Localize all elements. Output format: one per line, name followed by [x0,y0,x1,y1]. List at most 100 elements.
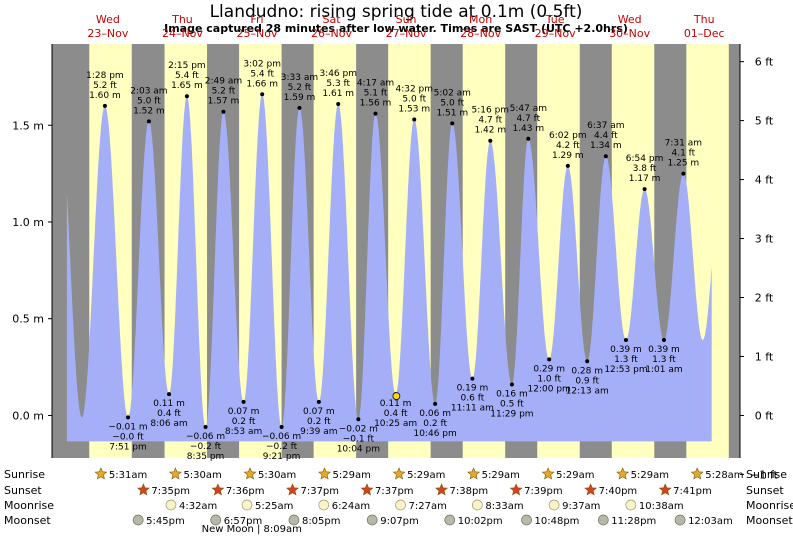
sunrise-time: 5:30am [258,470,296,481]
low-tide-label: 10:04 pm [337,444,380,454]
right-tick-label: 5 ft [755,115,774,128]
day-date-label: 30–Nov [609,27,650,40]
sunrise-icon [243,467,257,480]
low-tide-point [279,425,284,430]
sunset-time: 7:39pm [524,486,563,497]
high-tide-label: 5:16 pm [472,106,510,116]
low-tide-label: 12:53 pm [604,365,647,375]
high-tide-label: 1.65 m [171,81,203,91]
moonrise-row-label-right: Moonrise [746,499,793,512]
low-tide-label: 0.2 ft [423,419,447,429]
moonrise-icon [625,499,637,511]
high-tide-label: 5:47 am [510,104,547,114]
high-tide-label: 5.3 ft [326,79,350,89]
high-tide-label: 4.2 ft [556,141,580,151]
sunset-icon [136,483,150,496]
low-tide-label: −0.06 m [186,432,225,442]
moonset-time: 9:07pm [380,516,419,527]
low-tide-point [547,357,552,362]
low-tide-label: 0.39 m [610,345,642,355]
moonset-icon [521,514,532,526]
moonset-icon [366,514,378,526]
low-tide-label: 0.5 ft [500,399,524,409]
high-tide-label: 4.7 ft [516,114,540,124]
low-tide-label: 10:46 pm [413,429,456,439]
low-tide-label: 0.19 m [457,384,489,394]
high-tide-label: 3:02 pm [243,59,281,69]
sunrise-time: 5:29am [556,470,594,481]
day-labels: Wed23–NovThu24–NovFri25–NovSat26–NovSun2… [87,13,724,40]
high-tide-point [297,105,302,110]
low-tide-point [167,392,172,397]
moonset-row-label-left: Moonset [4,514,51,527]
low-tide-point [433,401,438,406]
day-name-label: Wed [618,13,642,26]
high-tide-label: 1.66 m [246,79,278,89]
low-tide-point [316,399,321,404]
left-tick-label: 0.5 m [12,313,44,326]
tide-area [66,94,712,442]
low-tide-label: 0.2 ft [307,417,331,427]
tide-extremes: 1:28 pm5.2 ft1.60 m−0.01 m−0.0 ft7:51 pm… [86,59,702,462]
day-name-label: Mon [469,13,492,26]
low-tide-label: 0.06 m [419,409,451,419]
high-tide-label: 5.0 ft [402,94,426,104]
sunset-time: 7:36pm [226,486,265,497]
high-tide-point [603,154,608,159]
low-tide-point [470,376,475,381]
day-name-label: Thu [171,13,193,26]
low-tide-label: 1:01 am [645,365,682,375]
sunrise-time: 5:29am [482,470,520,481]
low-tide-label: 0.16 m [496,389,528,399]
sunset-icon [211,483,225,496]
high-tide-label: 4:32 pm [395,84,433,94]
high-tide-label: 2:49 am [205,77,242,87]
right-tick-label: 1 ft [755,350,774,363]
low-tide-point [509,382,514,387]
low-tide-point [241,399,246,404]
high-tide-label: 1.42 m [474,126,506,136]
high-tide-label: 1.61 m [322,89,354,99]
sunrise-icon [616,467,630,480]
low-tide-label: 1.3 ft [652,355,676,365]
sunset-time: 7:37pm [300,486,339,497]
low-tide-label: 0.11 m [153,399,185,409]
chart-subtitle: Image captured 28 minutes after low wate… [164,22,628,35]
moonrise-icon [241,499,253,511]
moonrise-icon [471,499,483,511]
new-moon-label: New Moon | 8:09am [202,524,302,535]
high-tide-label: 3:46 pm [319,69,357,79]
sunset-time: 7:37pm [375,486,414,497]
high-tide-label: 1.52 m [133,106,165,116]
sunrise-time: 5:29am [333,470,371,481]
moonset-time: 8:05pm [302,516,341,527]
low-tide-label: 10:25 am [374,419,417,429]
moonset-icon [597,514,609,526]
day-name-label: Tue [545,13,565,26]
low-tide-label: −0.1 ft [343,434,375,444]
high-tide-label: 1.43 m [512,124,544,134]
low-tide-label: 12:13 am [566,386,609,396]
high-tide-label: 1.60 m [89,91,121,101]
sunset-icon [584,483,598,496]
high-tide-label: 5.0 ft [440,98,464,108]
moonrise-time: 10:38am [639,501,684,512]
left-tick-label: 0.0 m [12,409,44,422]
current-tide-dot [392,392,401,400]
day-date-label: 26–Nov [311,27,352,40]
event-row-labels: Sunrise Sunrise Sunset Sunset Moonrise Moonri… [4,468,793,527]
low-tide-label: 0.07 m [303,407,335,417]
high-tide-label: 6:37 am [587,121,624,131]
moonset-icon [444,514,456,526]
current-tide-marker [392,392,401,400]
moonrise-time: 8:33am [485,501,523,512]
axes: 0.0 m 0.5 m 1.0 m 1.5 m −1 ft 0 ft 1 ft 2 ft 3 f… [12,44,779,481]
moonset-time: 10:48pm [535,516,580,527]
low-tide-point [126,415,131,420]
moonrise-icon [165,499,177,511]
high-tide-label: 5:02 am [434,88,471,98]
day-date-label: 23–Nov [87,27,128,40]
sunset-row-label-right: Sunset [746,484,784,497]
left-tick-label: 1.5 m [12,119,44,132]
